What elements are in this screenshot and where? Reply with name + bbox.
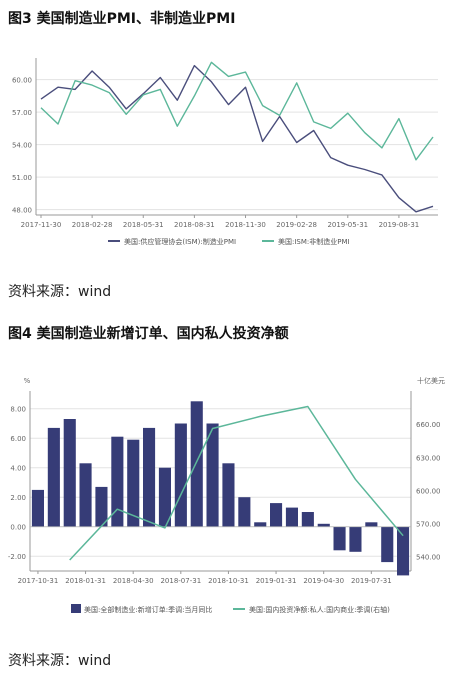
x-tick-label: 2019-04-30 — [303, 577, 344, 585]
orders-bar — [317, 523, 330, 527]
orders-bar — [397, 526, 410, 576]
left-axis-unit: % — [24, 377, 31, 385]
x-tick-label: 2018-11-30 — [225, 221, 266, 229]
y-tick-label-right: 660.00 — [416, 421, 441, 429]
x-tick-label: 2019-08-31 — [379, 221, 420, 229]
y-tick-label-left: 0.00 — [10, 524, 26, 532]
x-tick-label: 2018-05-31 — [123, 221, 164, 229]
y-tick-label-right: 570.00 — [416, 521, 441, 529]
pmi-line-chart: 48.00 51.00 54.00 57.00 60.00 2017-11-30 2018-… — [12, 58, 438, 246]
figure4-title: 图4 美国制造业新增订单、国内私人投资净额 — [8, 326, 289, 342]
orders-bar — [301, 512, 314, 527]
right-axis-unit: 十亿美元 — [417, 376, 445, 385]
orders-bar — [127, 439, 140, 527]
x-tick-label: 2018-04-30 — [113, 577, 154, 585]
y-tick-label-left: -2.00 — [8, 553, 26, 561]
orders-bar — [206, 423, 219, 527]
y-tick-label-left: 6.00 — [10, 435, 26, 443]
orders-bar — [333, 526, 346, 551]
y-tick-label: 51.00 — [12, 174, 32, 182]
orders-bar — [381, 526, 394, 563]
x-tick-label: 2018-01-31 — [65, 577, 106, 585]
orders-bar — [143, 427, 156, 527]
x-tick-label: 2019-05-31 — [327, 221, 368, 229]
x-tick-label: 2018-08-31 — [174, 221, 215, 229]
orders-investment-chart: % 十亿美元 -2.00 0.00 2.00 4.00 6.00 8.00 540.00 570.… — [8, 376, 445, 614]
x-tick-label: 2019-07-31 — [351, 577, 392, 585]
orders-bar — [254, 522, 267, 527]
orders-bar — [365, 522, 378, 527]
orders-bar — [63, 419, 76, 527]
y-tick-label-right: 630.00 — [416, 454, 441, 462]
legend-label: 美国:全部制造业:新增订单:季调:当月同比 — [84, 605, 212, 614]
orders-bar — [95, 486, 108, 527]
nonmanufacturing-pmi-line — [40, 61, 434, 161]
legend-label: 美国:ISM:非制造业PMI — [278, 237, 350, 246]
y-tick-label-left: 2.00 — [10, 494, 26, 502]
orders-bar — [222, 463, 235, 527]
y-tick-label: 48.00 — [12, 207, 32, 215]
x-tick-label: 2018-02-28 — [72, 221, 113, 229]
y-tick-label: 57.00 — [12, 109, 32, 117]
legend-swatch-bar — [71, 604, 81, 613]
figure3-source: 资料来源：wind — [8, 284, 112, 300]
y-tick-label: 54.00 — [12, 142, 32, 150]
y-tick-label: 60.00 — [12, 77, 32, 85]
figure3-title: 图3 美国制造业PMI、非制造业PMI — [8, 11, 236, 27]
orders-bar — [238, 497, 251, 527]
x-tick-label: 2017-10-31 — [18, 577, 59, 585]
orders-bar — [349, 526, 362, 552]
x-tick-label: 2017-11-30 — [21, 221, 62, 229]
orders-bar — [31, 489, 44, 527]
orders-bar — [79, 463, 92, 527]
investment-line — [69, 405, 404, 561]
orders-bar — [47, 427, 60, 527]
orders-bar — [285, 507, 298, 527]
orders-bar — [174, 423, 187, 527]
y-tick-label-right: 540.00 — [416, 554, 441, 562]
y-tick-label-left: 8.00 — [10, 406, 26, 414]
y-tick-label-left: 4.00 — [10, 465, 26, 473]
orders-bar — [190, 401, 203, 527]
figure4-source: 资料来源：wind — [8, 653, 112, 669]
y-tick-label-right: 600.00 — [416, 487, 441, 495]
x-tick-label: 2019-01-31 — [256, 577, 297, 585]
manufacturing-pmi-line — [40, 64, 434, 213]
legend-label: 美国:国内投资净额:私人:国内商业:季调(右轴) — [249, 605, 390, 614]
x-tick-label: 2018-10-31 — [208, 577, 249, 585]
x-tick-label: 2019-02-28 — [276, 221, 317, 229]
orders-bar — [111, 436, 124, 527]
x-tick-label: 2018-07-31 — [160, 577, 201, 585]
orders-bar — [270, 503, 283, 527]
legend-label: 美国:供应管理协会(ISM):制造业PMI — [124, 237, 236, 246]
orders-bar — [158, 467, 171, 527]
